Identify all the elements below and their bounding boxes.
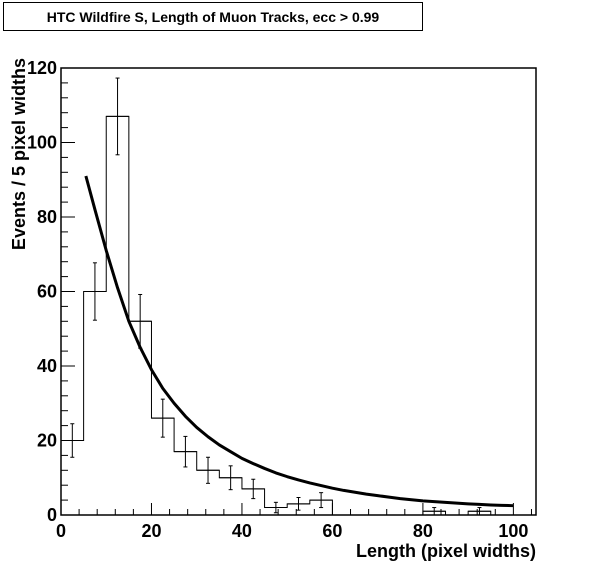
x-tick-label: 40 — [232, 521, 252, 541]
y-tick-label: 120 — [27, 58, 57, 78]
y-axis: 0 20 40 60 80 100 120 — [27, 58, 75, 525]
y-tick-label: 100 — [27, 133, 57, 153]
chart-title: HTC Wildfire S, Length of Muon Tracks, e… — [3, 2, 423, 31]
error-bar — [219, 465, 242, 491]
error-bar — [151, 398, 175, 438]
error-bar — [287, 496, 310, 511]
error-bar — [128, 293, 152, 349]
error-bar-layer — [61, 77, 514, 516]
y-axis-title: Events / 5 pixel widths — [9, 58, 29, 250]
y-tick-label: 0 — [47, 505, 57, 525]
fit-curve — [84, 175, 514, 508]
x-tick-label: 20 — [141, 521, 161, 541]
x-tick-label: 80 — [413, 521, 433, 541]
histogram-layer — [60, 115, 514, 516]
plot-frame — [60, 67, 537, 516]
error-bar — [174, 435, 197, 468]
fit-curve-layer — [84, 175, 514, 508]
x-tick-label: 100 — [498, 521, 528, 541]
error-bar — [196, 456, 220, 484]
y-tick-label: 20 — [37, 431, 57, 451]
error-bar — [468, 507, 491, 516]
y-tick-label: 60 — [37, 282, 57, 302]
error-bar — [83, 262, 107, 321]
x-axis: 0 20 40 60 80 100 — [56, 503, 532, 541]
error-bar — [422, 507, 446, 516]
error-bar — [309, 492, 333, 509]
error-bar — [264, 501, 288, 514]
y-tick-label: 80 — [37, 207, 57, 227]
error-bar — [106, 77, 129, 156]
x-axis-title: Length (pixel widths) — [356, 541, 536, 561]
y-tick-label: 40 — [37, 356, 57, 376]
error-bar — [241, 478, 265, 500]
x-tick-label: 60 — [322, 521, 342, 541]
x-tick-label: 0 — [56, 521, 66, 541]
histogram-outline — [60, 115, 514, 516]
